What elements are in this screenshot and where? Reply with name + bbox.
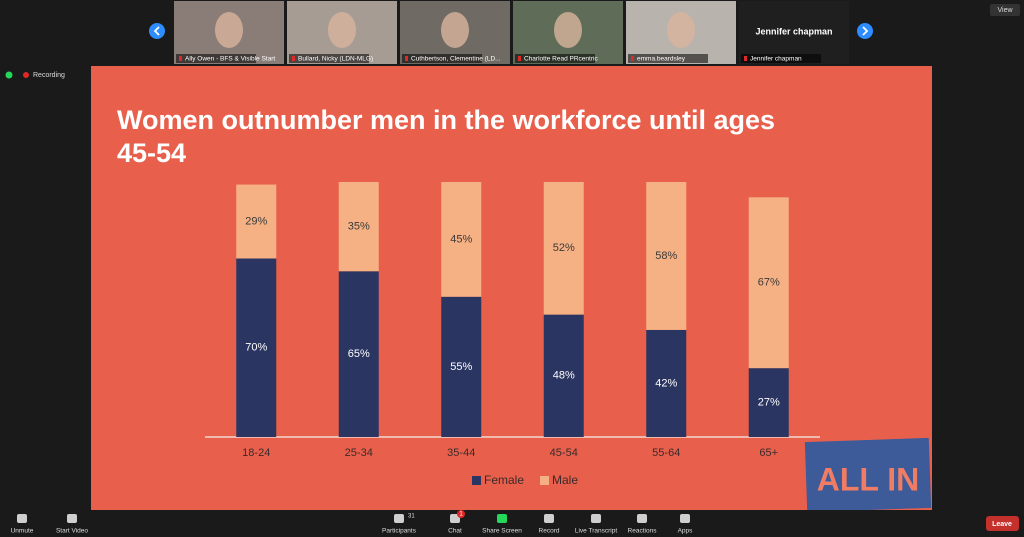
mute-icon bbox=[179, 56, 182, 61]
toolbar-icon bbox=[680, 514, 690, 523]
toolbar-icon bbox=[637, 514, 647, 523]
value-label: 42% bbox=[655, 377, 677, 389]
slide-title: Women outnumber men in the workforce unt… bbox=[117, 105, 776, 168]
name-plate bbox=[628, 54, 708, 63]
bar-segment bbox=[236, 258, 277, 437]
next-icon bbox=[862, 26, 869, 36]
toolbar-icon bbox=[450, 514, 460, 523]
logo-bg bbox=[804, 437, 932, 513]
value-label: 55% bbox=[450, 361, 472, 373]
recording-label: Recording bbox=[33, 72, 65, 79]
value-label: 27% bbox=[758, 396, 780, 408]
leave-button[interactable] bbox=[986, 516, 1019, 531]
recording-dot bbox=[23, 72, 29, 78]
bar-segment bbox=[441, 182, 482, 297]
mute-icon bbox=[744, 56, 747, 61]
toolbar-icon bbox=[591, 514, 601, 523]
bar-segment bbox=[338, 271, 379, 437]
x-tick-label: 55-64 bbox=[652, 447, 680, 459]
name-plate bbox=[515, 54, 595, 63]
toolbar-label[interactable]: Start Video bbox=[56, 528, 88, 535]
name-plate bbox=[402, 54, 482, 63]
value-label: 58% bbox=[655, 250, 677, 262]
legend-label: Male bbox=[552, 473, 578, 487]
mute-icon bbox=[518, 56, 521, 61]
slide bbox=[91, 66, 932, 510]
participant-name: emma.beardsley bbox=[637, 56, 686, 63]
legend-swatch bbox=[472, 476, 481, 485]
video-tile bbox=[739, 1, 849, 64]
legend-label: Female bbox=[484, 473, 524, 487]
chat-badge-count: 1 bbox=[459, 512, 463, 518]
view-label: View bbox=[997, 7, 1013, 14]
participant-name: Ally Owen - BFS & Visible Start bbox=[185, 56, 275, 63]
view-button[interactable] bbox=[990, 4, 1020, 16]
next-page[interactable] bbox=[857, 23, 873, 39]
toolbar-label[interactable]: Reactions bbox=[628, 528, 658, 535]
x-tick-label: 35-44 bbox=[447, 447, 475, 459]
participant-name: Charlotte Read PRcentric bbox=[524, 56, 598, 63]
toolbar-icon bbox=[17, 514, 27, 523]
toolbar-label[interactable]: Chat bbox=[448, 528, 462, 535]
bar-segment bbox=[748, 368, 789, 437]
toolbar-label[interactable]: Unmute bbox=[11, 528, 34, 535]
shield-icon bbox=[5, 71, 13, 79]
value-label: 70% bbox=[245, 342, 267, 354]
name-plate bbox=[289, 54, 369, 63]
x-tick-label: 65+ bbox=[759, 447, 778, 459]
participant-face bbox=[554, 12, 582, 48]
toolbar-label[interactable]: Participants bbox=[382, 528, 417, 535]
mute-icon bbox=[405, 56, 408, 61]
participant-name: Cuthbertson, Clementine (LD... bbox=[411, 56, 501, 63]
value-label: 65% bbox=[348, 348, 370, 360]
value-label: 29% bbox=[245, 215, 267, 227]
toolbar-bg bbox=[0, 510, 1024, 537]
participant-face bbox=[328, 12, 356, 48]
x-tick-label: 45-54 bbox=[550, 447, 578, 459]
mute-icon bbox=[631, 56, 634, 61]
prev-icon bbox=[153, 26, 160, 36]
bar-segment bbox=[441, 296, 482, 437]
prev-page[interactable] bbox=[149, 23, 165, 39]
toolbar-icon bbox=[394, 514, 404, 523]
toolbar-icon bbox=[544, 514, 554, 523]
bar-segment bbox=[543, 314, 584, 437]
participant-face bbox=[667, 12, 695, 48]
toolbar-label[interactable]: Apps bbox=[678, 528, 694, 535]
participant-face bbox=[441, 12, 469, 48]
bar-segment bbox=[646, 182, 687, 330]
legend-swatch bbox=[540, 476, 549, 485]
value-label: 67% bbox=[758, 277, 780, 289]
participant-name: Bullard, Nicky (LDN-MLG) bbox=[298, 56, 373, 63]
value-label: 35% bbox=[348, 221, 370, 233]
bar-segment bbox=[646, 329, 687, 437]
toolbar-label[interactable]: Live Transcript bbox=[575, 528, 617, 535]
toolbar-icon bbox=[67, 514, 77, 523]
value-label: 45% bbox=[450, 233, 472, 245]
logo-text: ALL IN bbox=[817, 461, 920, 497]
participant-name: Jennifer chapman bbox=[750, 56, 802, 63]
name-plate bbox=[176, 54, 256, 63]
featured-name: Jennifer chapman bbox=[755, 26, 832, 36]
name-plate bbox=[741, 54, 821, 63]
toolbar-label[interactable]: Record bbox=[539, 528, 560, 535]
bar-segment bbox=[338, 182, 379, 272]
toolbar-label[interactable]: Share Screen bbox=[482, 528, 522, 535]
value-label: 52% bbox=[553, 242, 575, 254]
chat-badge bbox=[457, 510, 465, 518]
leave-label[interactable]: Leave bbox=[992, 521, 1012, 528]
bar-segment bbox=[236, 184, 277, 259]
toolbar-icon bbox=[497, 514, 507, 523]
participant-count: 31 bbox=[408, 514, 415, 520]
x-tick-label: 18-24 bbox=[242, 447, 270, 459]
value-label: 48% bbox=[553, 370, 575, 382]
x-tick-label: 25-34 bbox=[345, 447, 373, 459]
mute-icon bbox=[292, 56, 295, 61]
participant-face bbox=[215, 12, 243, 48]
bar-segment bbox=[543, 182, 584, 315]
bar-segment bbox=[748, 197, 789, 369]
